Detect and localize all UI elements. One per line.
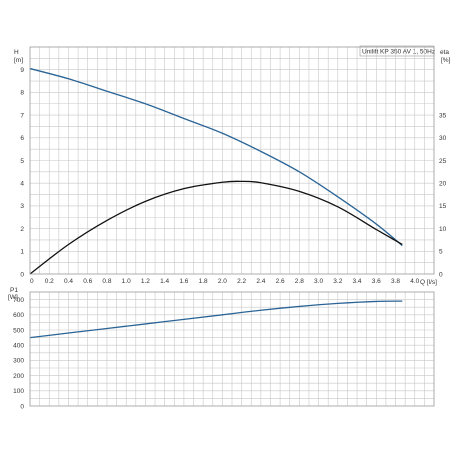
x-tick-label: 2.0 (218, 278, 227, 285)
x-tick-label: 1.6 (179, 278, 188, 285)
x-tick-label: 3.4 (353, 278, 362, 285)
x-tick-label: 3.6 (372, 278, 381, 285)
power-tick-label: 200 (13, 373, 24, 380)
top-chart-grid (30, 47, 434, 274)
bottom-chart-grid (30, 292, 434, 406)
y-axis-label-left: [m] (14, 57, 23, 64)
y-tick-label-right: 25 (439, 158, 447, 165)
top-chart-frame (29, 46, 435, 275)
head-curve (29, 67, 403, 247)
x-tick-label: 1.0 (122, 278, 131, 285)
power-tick-label: 100 (13, 388, 24, 395)
y-tick-label-right: 30 (439, 135, 447, 142)
y-tick-label: 9 (20, 67, 24, 74)
y-tick-label: 3 (20, 203, 24, 210)
power-tick-label: 400 (13, 343, 24, 350)
x-tick-label: 0 (30, 278, 34, 285)
x-tick-label: 0.6 (83, 278, 92, 285)
y-tick-label-right: 10 (439, 226, 447, 233)
chart-title: Unilift KP 350 AV 1, 50Hz (362, 49, 435, 56)
power-tick-label: 300 (13, 358, 24, 365)
power-curve (29, 300, 403, 339)
top-chart-series (29, 67, 403, 275)
x-tick-label: 1.4 (160, 278, 169, 285)
x-tick-label: 1.8 (199, 278, 208, 285)
x-tick-label: 0.4 (64, 278, 73, 285)
y-tick-label: 6 (20, 135, 24, 142)
y-tick-label: 2 (20, 226, 24, 233)
x-tick-label: 2.2 (237, 278, 246, 285)
x-tick-label: 0.2 (45, 278, 54, 285)
efficiency-curve (29, 180, 403, 275)
x-axis-label: Q [l/s] (420, 279, 437, 286)
y-tick-label: 1 (20, 249, 24, 256)
y-tick-label: 5 (20, 158, 24, 165)
power-axis-label: P1 (10, 287, 18, 294)
bottom-chart-frame (29, 291, 435, 407)
y-tick-label: 7 (20, 112, 24, 119)
bottom-chart-ticks: 0 100 200 300 400 500 600 700 (13, 297, 24, 410)
y-axis-label-unit-left: H (14, 49, 19, 56)
y-axis-label-unit-right: [%] (441, 57, 451, 64)
y-tick-label-right: 5 (439, 249, 443, 256)
y-tick-label: 8 (20, 90, 24, 97)
y-tick-label-right: 20 (439, 181, 447, 188)
bottom-chart-series (29, 300, 403, 339)
x-tick-label: 4.0 (410, 278, 419, 285)
x-tick-label: 3.8 (391, 278, 400, 285)
power-tick-label: 600 (13, 312, 24, 319)
power-axis-unit: [W] (8, 294, 18, 301)
x-tick-label: 2.8 (295, 278, 304, 285)
x-tick-label: 0.8 (102, 278, 111, 285)
x-tick-label: 3.0 (314, 278, 323, 285)
x-tick-label: 3.2 (333, 278, 342, 285)
y-tick-label-right: 35 (439, 112, 447, 119)
y-tick-label: 4 (20, 181, 24, 188)
y-tick-label-right: 0 (439, 271, 443, 278)
x-tick-label: 1.2 (141, 278, 150, 285)
power-tick-label: 500 (13, 327, 24, 334)
power-tick-label: 0 (20, 403, 24, 410)
y-axis-label-right: eta (440, 49, 449, 56)
x-tick-label: 2.4 (256, 278, 265, 285)
y-tick-label-right: 15 (439, 203, 447, 210)
power-tick-label: 700 (13, 297, 24, 304)
x-tick-label: 2.6 (276, 278, 285, 285)
top-chart-ticks: 0 0.2 0.4 0.6 0.8 1.0 1.2 1.4 1.6 1.8 2.0 2.2 2.4 2.6… (20, 67, 446, 285)
y-tick-label: 0 (20, 271, 24, 278)
